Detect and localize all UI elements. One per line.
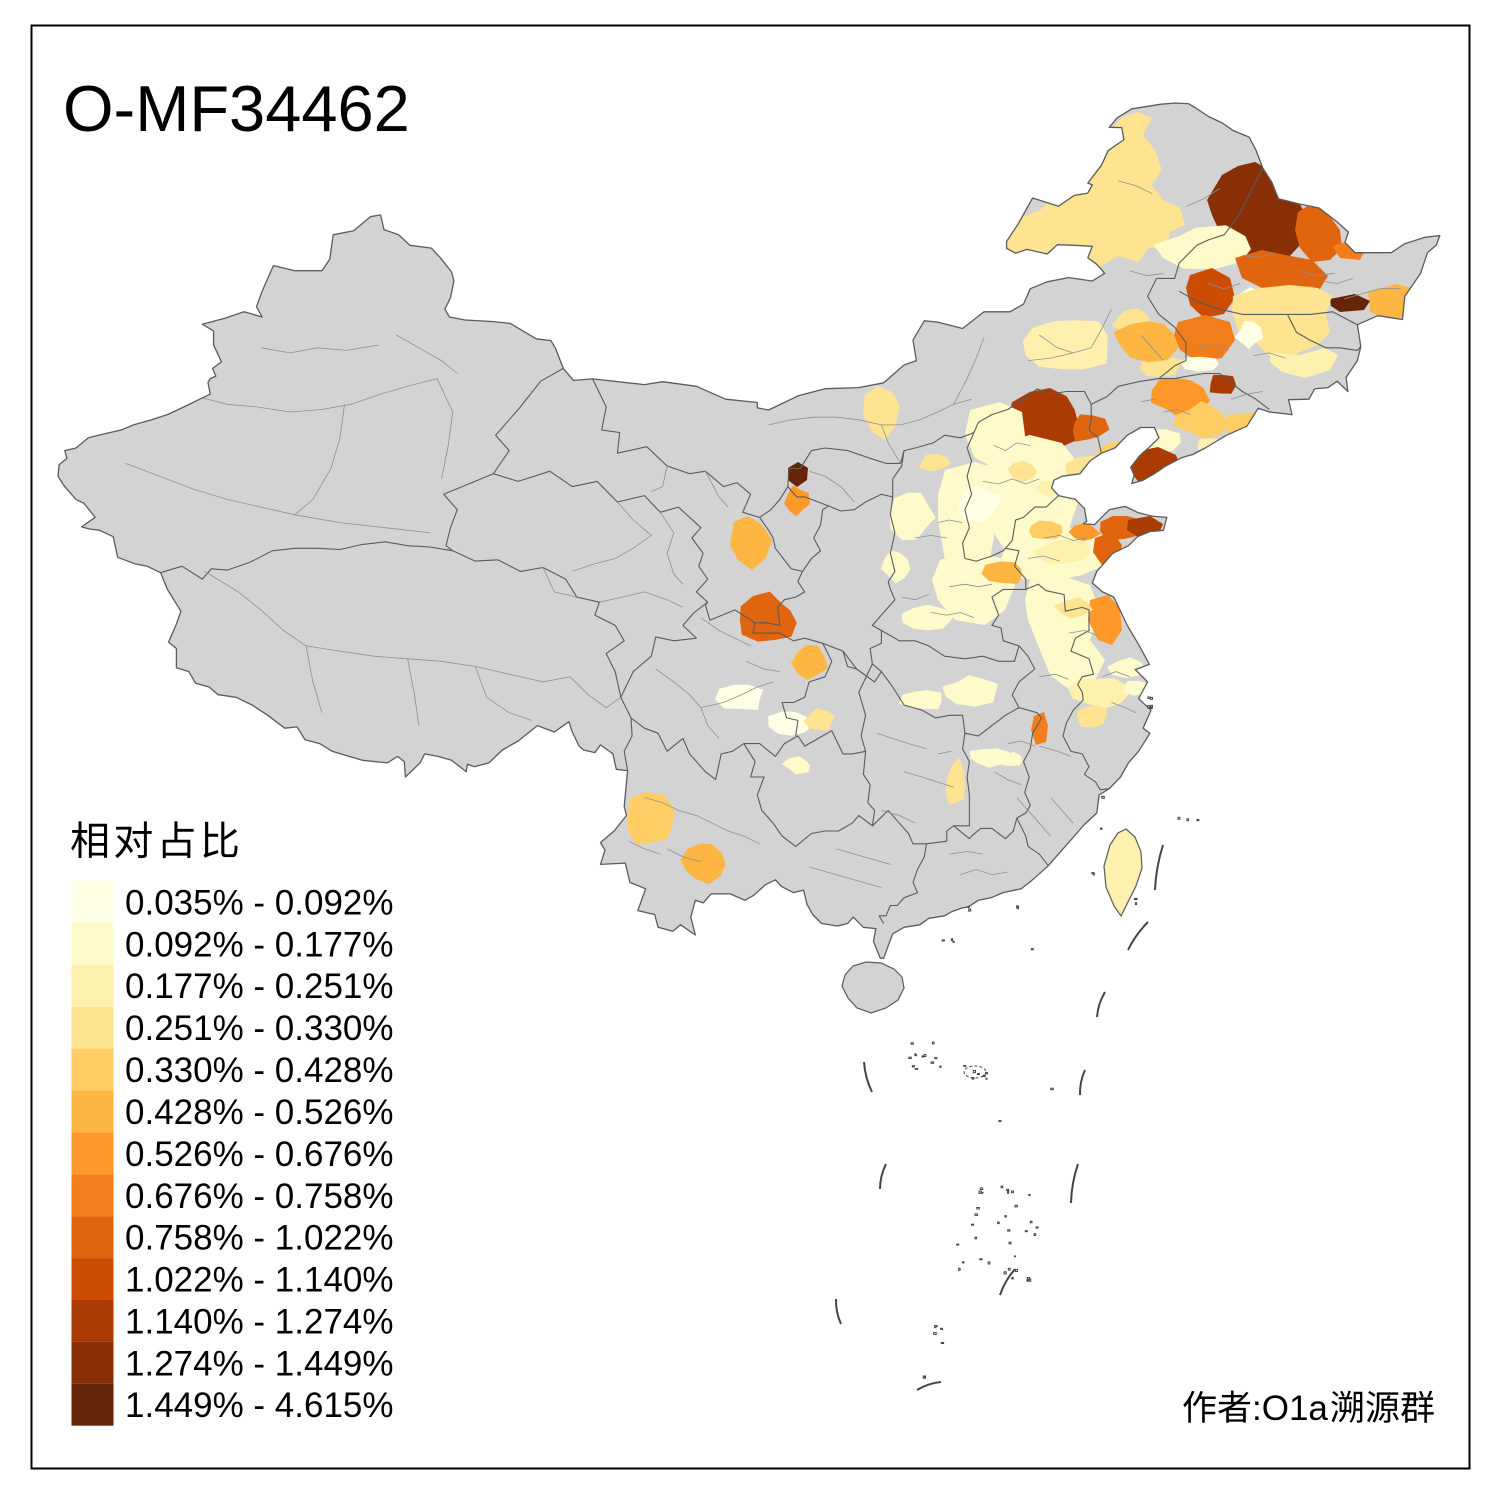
svg-text:1.140% - 1.274%: 1.140% - 1.274%	[125, 1303, 394, 1342]
svg-text:0.428% - 0.526%: 0.428% - 0.526%	[125, 1093, 394, 1132]
svg-text:0.251% - 0.330%: 0.251% - 0.330%	[125, 1009, 394, 1048]
svg-text:0.177% - 0.251%: 0.177% - 0.251%	[125, 967, 394, 1006]
svg-text:0.676% - 0.758%: 0.676% - 0.758%	[125, 1177, 394, 1216]
svg-text:0.758% - 1.022%: 0.758% - 1.022%	[125, 1219, 394, 1258]
svg-text:0.330% - 0.428%: 0.330% - 0.428%	[125, 1051, 394, 1090]
svg-text:O-MF34462: O-MF34462	[63, 72, 410, 145]
svg-text:0.526% - 0.676%: 0.526% - 0.676%	[125, 1135, 394, 1174]
svg-text:1.274% - 1.449%: 1.274% - 1.449%	[125, 1344, 394, 1383]
svg-text:0.035% - 0.092%: 0.035% - 0.092%	[125, 884, 394, 923]
svg-text:1.449% - 4.615%: 1.449% - 4.615%	[125, 1386, 394, 1425]
svg-text:0.092% - 0.177%: 0.092% - 0.177%	[125, 925, 394, 964]
svg-text:1.022% - 1.140%: 1.022% - 1.140%	[125, 1261, 394, 1300]
svg-text::O1a: :O1a	[1252, 1389, 1328, 1428]
